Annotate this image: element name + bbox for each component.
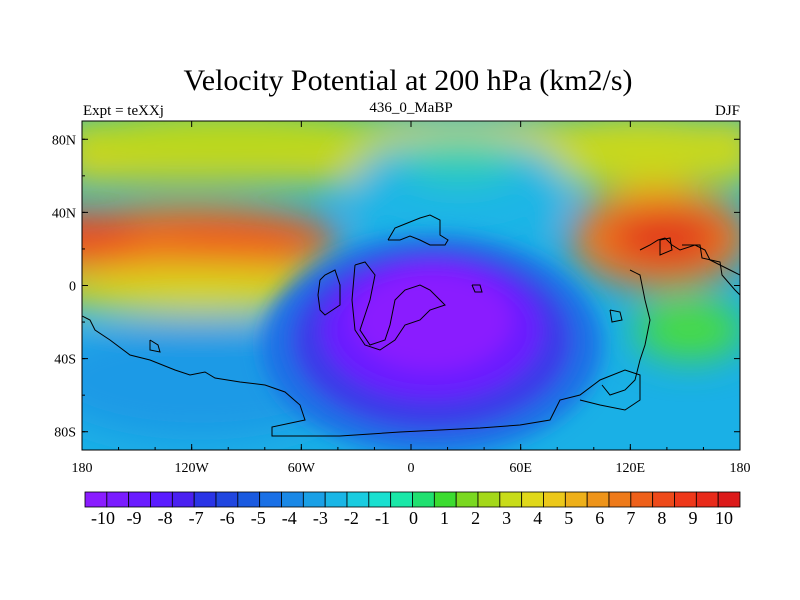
x-tick-label: 120E	[616, 461, 646, 476]
coastlines	[82, 214, 740, 437]
colorbar-swatch	[84, 491, 108, 508]
coast-south-america	[317, 269, 341, 316]
case-label: 436_0_MaBP	[369, 100, 452, 116]
field-north-pacific-high	[82, 121, 400, 165]
coast-north-atlantic	[471, 284, 483, 293]
colorbar-label: -8	[158, 508, 173, 528]
colorbar-label: -1	[375, 508, 390, 528]
coast-maritime	[609, 309, 623, 323]
colorbar-swatch	[302, 491, 326, 508]
chart-title: Velocity Potential at 200 hPa (km2/s)	[183, 64, 632, 97]
colorbar-swatch	[433, 491, 457, 508]
colorbar-swatch	[608, 491, 632, 508]
colorbar-label: -7	[189, 508, 204, 528]
colorbar-swatch	[564, 491, 588, 508]
y-tick-label: 40S	[54, 353, 76, 368]
colorbar-swatch	[499, 491, 523, 508]
colorbar-swatch	[171, 491, 195, 508]
colorbar-label: 3	[502, 508, 511, 528]
colorbar-swatch	[390, 491, 413, 508]
colorbar-label: 9	[688, 508, 697, 528]
colorbar-swatch	[652, 491, 675, 508]
field-north-asia-high	[520, 121, 740, 190]
colorbar-label: 7	[626, 508, 635, 528]
colorbar-label: 0	[409, 508, 418, 528]
colorbar-label: 10	[715, 508, 733, 528]
colorbar-label: 6	[595, 508, 604, 528]
colorbar-label: 2	[471, 508, 480, 528]
colorbar-label: -6	[220, 508, 235, 528]
coast-europe	[387, 214, 449, 246]
colorbar-swatch	[674, 491, 697, 508]
colorbar-label: -9	[127, 508, 142, 528]
colorbar-label: -10	[91, 508, 115, 528]
colorbar-label: 8	[657, 508, 666, 528]
coast-pacific-islands	[149, 339, 161, 353]
field-north-trough-edge	[400, 138, 520, 182]
colorbar-swatch	[695, 491, 719, 508]
colorbar-label: -5	[251, 508, 266, 528]
y-tick-label: 0	[69, 280, 76, 295]
y-axis: 80N 40N 0 40S 80S	[52, 133, 740, 441]
coast-africa	[351, 261, 446, 351]
field-central-pacific-max	[170, 225, 330, 265]
y-tick-label: 80N	[52, 133, 76, 148]
colorbar-label: 5	[564, 508, 573, 528]
colorbar-swatch	[521, 491, 544, 508]
colorbar-swatch	[717, 491, 741, 508]
coast-east-asia	[682, 244, 740, 296]
colorbar-swatch	[368, 491, 392, 508]
colorbar-labels: -10 -9 -8 -7 -6 -5 -4 -3 -2 -1 0 1 2 3 4 5 6 7 8 9 10	[91, 508, 733, 528]
colorbar-swatch	[193, 491, 217, 508]
colorbar-swatch	[412, 491, 435, 508]
coast-australia	[659, 237, 673, 256]
colorbar-label: -2	[344, 508, 359, 528]
colorbar-swatch	[477, 491, 501, 508]
colorbar-swatch	[281, 491, 304, 508]
expt-label: Expt = teXXj	[83, 103, 164, 119]
colorbar-swatch	[455, 491, 479, 508]
colorbar-label: 1	[440, 508, 449, 528]
colorbar-swatch	[586, 491, 610, 508]
x-tick-label: 180	[730, 461, 751, 476]
colorbar-swatch	[150, 491, 173, 508]
velocity-potential-field	[82, 121, 740, 450]
season-label: DJF	[715, 103, 740, 119]
colorbar-label: -3	[313, 508, 328, 528]
colorbar-swatch	[324, 491, 348, 508]
colorbar-swatch	[259, 491, 282, 508]
y-tick-label: 40N	[52, 206, 76, 221]
colorbar-swatch	[215, 491, 239, 508]
colorbar-swatch	[106, 491, 130, 508]
x-tick-label: 120W	[175, 461, 210, 476]
colorbar-swatch	[630, 491, 654, 508]
coast-indonesia	[601, 269, 651, 396]
x-tick-label: 0	[408, 461, 415, 476]
colorbar-swatch	[128, 491, 151, 508]
x-tick-label: 60E	[509, 461, 532, 476]
x-tick-label: 180	[72, 461, 93, 476]
y-tick-label: 80S	[54, 426, 76, 441]
colorbar-label: 4	[533, 508, 542, 528]
colorbar-swatch	[346, 491, 370, 508]
coast-asia	[639, 237, 740, 276]
colorbar-swatch	[237, 491, 261, 508]
field-indo-pacific-tongue	[635, 300, 740, 360]
coast-antarctica	[82, 315, 641, 437]
x-axis: 180 120W 60W 0 60E 120E 180	[72, 121, 751, 476]
field-central-core	[352, 270, 512, 370]
colorbar-swatch	[543, 491, 566, 508]
colorbar	[84, 491, 741, 508]
colorbar-label: -4	[282, 508, 297, 528]
x-tick-label: 60W	[288, 461, 316, 476]
field-date-line-max	[82, 210, 140, 270]
